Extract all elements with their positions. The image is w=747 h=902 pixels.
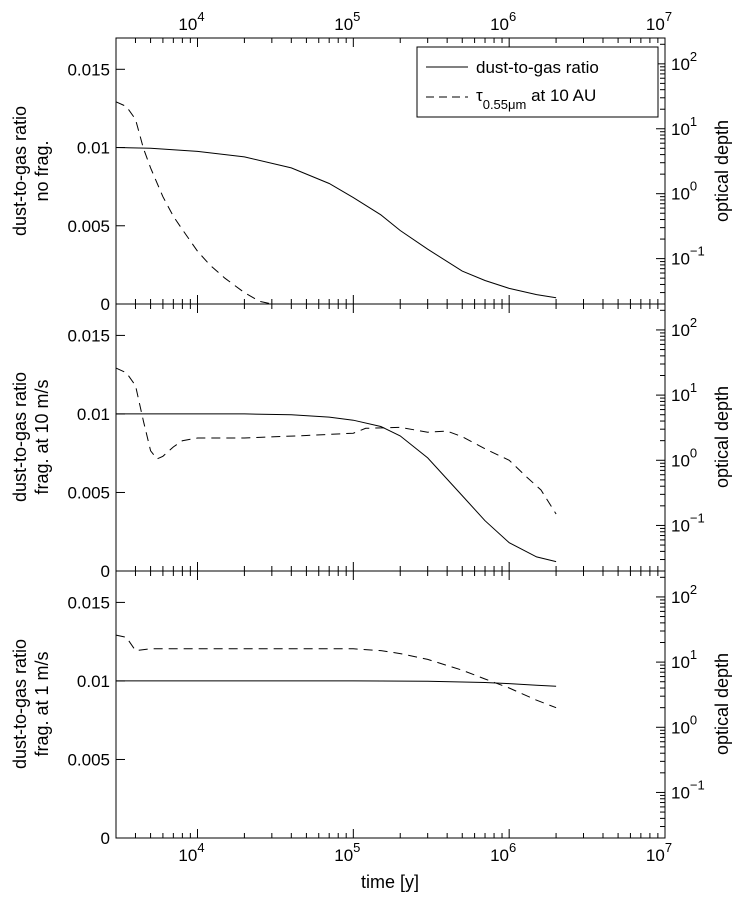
right-y-tick-label: 102 xyxy=(671,49,697,74)
tau-symbol: τ xyxy=(476,86,483,105)
right-y-tick-label: 101 xyxy=(671,114,697,139)
optical-depth-series-line xyxy=(115,101,272,305)
top-x-tick-labels: 104 105 106 107 xyxy=(178,9,672,34)
legend-box xyxy=(416,46,659,118)
left-y-tick-label: 0 xyxy=(101,295,110,314)
left-tick-labels: 0 0.005 0.01 0.015 xyxy=(67,593,110,848)
legend-label-optical-depth: τ0.55μm at 10 AU xyxy=(476,86,596,112)
bottom-x-tick-label: 107 xyxy=(646,840,672,865)
panel-no-frag: 0 0.005 0.01 0.015 10−1 100 101 102 dust-to-ga… xyxy=(10,37,732,314)
dust-to-gas-series-line xyxy=(116,413,557,563)
left-ylabel-line2: frag. at 1 m/s xyxy=(32,651,52,756)
left-y-tick-label: 0.015 xyxy=(67,326,110,345)
top-x-tick-label: 105 xyxy=(334,9,360,34)
bottom-x-tick-label: 105 xyxy=(334,840,360,865)
left-ylabel-line1: dust-to-gas ratio xyxy=(10,639,30,769)
top-x-tick-label: 106 xyxy=(490,9,516,34)
left-y-tick-label: 0.01 xyxy=(77,405,110,424)
legend-label-dust-to-gas: dust-to-gas ratio xyxy=(476,58,599,77)
right-tick-labels: 10−1 100 101 102 xyxy=(671,582,705,803)
panel-series xyxy=(115,367,557,563)
right-y-tick-label: 10−1 xyxy=(671,777,705,802)
optical-depth-series-line xyxy=(115,367,557,515)
dust-to-gas-series-line xyxy=(115,147,557,299)
right-y-tick-label: 101 xyxy=(671,380,697,405)
right-y-tick-label: 100 xyxy=(671,712,697,737)
right-ylabel: optical depth xyxy=(712,386,732,488)
right-tick-labels: 10−1 100 101 102 xyxy=(671,315,705,536)
left-y-tick-label: 0.005 xyxy=(67,483,110,502)
bottom-x-tick-label: 104 xyxy=(178,840,204,865)
right-y-tick-label: 10−1 xyxy=(671,244,705,269)
panel-ticks xyxy=(115,571,666,839)
left-ylabel-line1: dust-to-gas ratio xyxy=(10,106,30,236)
panel-ticks xyxy=(115,38,666,305)
right-y-tick-label: 10−1 xyxy=(671,510,705,535)
left-ylabel-line1: dust-to-gas ratio xyxy=(10,372,30,502)
right-y-tick-label: 100 xyxy=(671,445,697,470)
panel-frame xyxy=(115,570,666,839)
left-y-tick-label: 0 xyxy=(101,562,110,581)
right-ylabel: optical depth xyxy=(712,120,732,222)
tau-subscript: 0.55μm xyxy=(483,97,527,112)
left-y-tick-label: 0.01 xyxy=(77,139,110,158)
panel-frag-10ms: 0 0.005 0.01 0.015 10−1 100 101 102 dust-to-ga… xyxy=(10,303,732,581)
legend-label-suffix: at 10 AU xyxy=(526,86,596,105)
panel-frag-1ms: 0 0.005 0.01 0.015 10−1 100 101 102 dust-to-ga… xyxy=(10,570,732,848)
bottom-x-tick-labels: 104 105 106 107 xyxy=(178,840,672,865)
right-y-tick-label: 102 xyxy=(671,315,697,340)
right-y-tick-label: 102 xyxy=(671,582,697,607)
left-y-tick-label: 0 xyxy=(101,829,110,848)
left-y-tick-label: 0.015 xyxy=(67,60,110,79)
dust-to-gas-series-line xyxy=(116,680,557,687)
panel-series xyxy=(115,634,557,709)
left-ylabel-line2: no frag. xyxy=(32,140,52,201)
left-ylabel-line2: frag. at 10 m/s xyxy=(32,379,52,494)
right-y-tick-label: 100 xyxy=(671,179,697,204)
right-tick-labels: 10−1 100 101 102 xyxy=(671,49,705,269)
x-axis-label: time [y] xyxy=(361,872,419,892)
right-y-tick-label: 101 xyxy=(671,647,697,672)
panel-series xyxy=(115,101,557,305)
optical-depth-series-line xyxy=(115,634,557,709)
left-y-tick-label: 0.015 xyxy=(67,593,110,612)
left-tick-labels: 0 0.005 0.01 0.015 xyxy=(67,60,110,314)
top-x-tick-label: 104 xyxy=(178,9,204,34)
left-y-tick-label: 0.01 xyxy=(77,672,110,691)
legend: dust-to-gas ratio τ0.55μm at 10 AU xyxy=(416,46,659,118)
bottom-x-tick-label: 106 xyxy=(490,840,516,865)
top-x-tick-label: 107 xyxy=(646,9,672,34)
right-ylabel: optical depth xyxy=(712,653,732,755)
left-y-tick-label: 0.005 xyxy=(67,750,110,769)
left-y-tick-label: 0.005 xyxy=(67,217,110,236)
panel-ticks xyxy=(115,304,666,572)
left-tick-labels: 0 0.005 0.01 0.015 xyxy=(67,326,110,581)
